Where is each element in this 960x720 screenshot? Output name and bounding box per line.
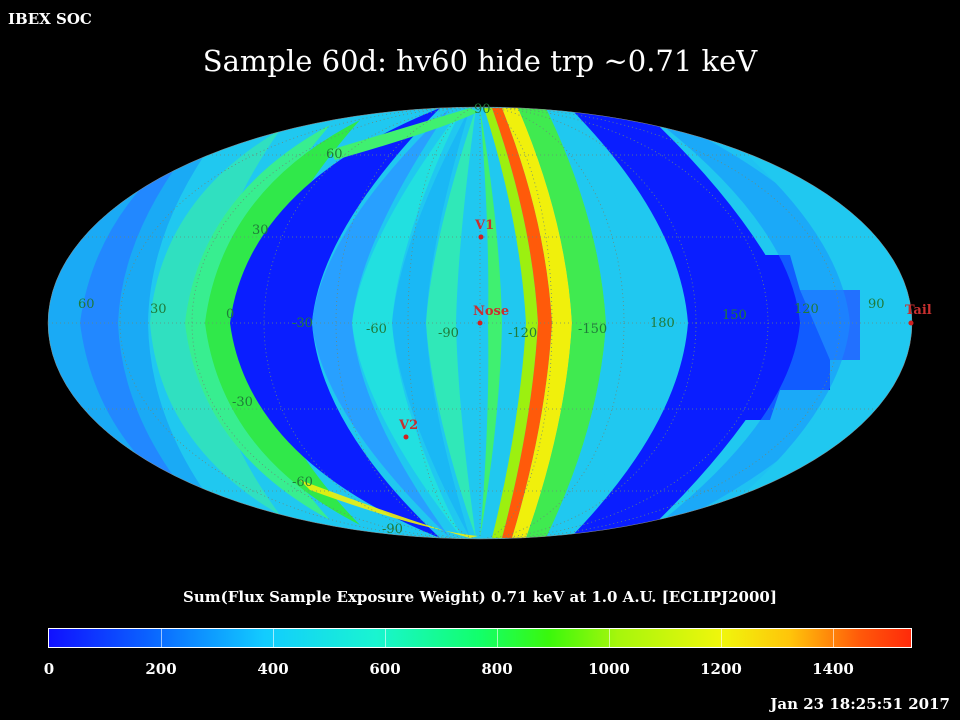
colorbar-tick bbox=[609, 629, 610, 647]
lon-label-neg30: -30 bbox=[292, 316, 313, 331]
lon-label-neg150: -150 bbox=[578, 322, 607, 337]
band-region bbox=[640, 108, 850, 538]
map-title: Sample 60d: hv60 hide trp ~0.71 keV bbox=[202, 44, 758, 78]
lon-label-90: 90 bbox=[868, 297, 885, 312]
band-region bbox=[690, 130, 900, 515]
colorbar-label-1200: 1200 bbox=[700, 660, 742, 678]
band-region bbox=[185, 125, 330, 520]
band-region bbox=[518, 108, 606, 538]
marker-tail-dot bbox=[908, 320, 914, 326]
band-region bbox=[492, 108, 552, 538]
colorbar-tick bbox=[385, 629, 386, 647]
lon-label-neg60: -60 bbox=[366, 322, 387, 337]
lon-label-30: 30 bbox=[150, 302, 167, 317]
lat-label-90: 90 bbox=[474, 102, 491, 117]
timestamp: Jan 23 18:25:51 2017 bbox=[770, 695, 950, 713]
band-region bbox=[352, 108, 462, 538]
band-region bbox=[502, 108, 572, 538]
band-region bbox=[150, 130, 280, 515]
lon-label-neg90: -90 bbox=[438, 326, 459, 341]
marker-nose-dot bbox=[477, 320, 483, 326]
colorbar-label-200: 200 bbox=[145, 660, 177, 678]
colorbar-label-600: 600 bbox=[369, 660, 401, 678]
marker-tail: Tail bbox=[905, 303, 932, 326]
colorbar-tick bbox=[833, 629, 834, 647]
colorbar-label-1000: 1000 bbox=[588, 660, 630, 678]
colorbar-tick bbox=[497, 629, 498, 647]
colorbar-title: Sum(Flux Sample Exposure Weight) 0.71 ke… bbox=[183, 588, 777, 606]
lon-label-60: 60 bbox=[78, 297, 95, 312]
colorbar-label-1400: 1400 bbox=[812, 660, 854, 678]
colorbar-tick bbox=[273, 629, 274, 647]
band-region bbox=[546, 108, 646, 538]
organization-label: IBEX SOC bbox=[8, 10, 92, 28]
band-region bbox=[205, 120, 360, 525]
colorbar bbox=[48, 628, 912, 648]
lat-label-neg90: -90 bbox=[382, 522, 403, 537]
marker-v1: V1 bbox=[474, 218, 494, 240]
colorbar-tick bbox=[161, 629, 162, 647]
band-region bbox=[230, 108, 440, 538]
band-region bbox=[426, 108, 476, 538]
colorbar-label-800: 800 bbox=[481, 660, 513, 678]
lon-label-150: 150 bbox=[722, 308, 747, 323]
lon-label-0: 0 bbox=[226, 307, 234, 322]
marker-v2: V2 bbox=[398, 418, 418, 440]
marker-tail-label: Tail bbox=[905, 303, 932, 318]
colorbar-label-400: 400 bbox=[257, 660, 289, 678]
lon-label-neg120: -120 bbox=[508, 326, 537, 341]
marker-v2-label: V2 bbox=[398, 418, 418, 433]
band-region bbox=[484, 108, 538, 538]
marker-nose-label: Nose bbox=[473, 304, 509, 319]
band-region bbox=[480, 108, 502, 538]
lat-label-neg30: -30 bbox=[232, 395, 253, 410]
lat-label-60: 60 bbox=[326, 147, 343, 162]
lat-label-neg60: -60 bbox=[292, 475, 313, 490]
marker-v1-dot bbox=[478, 234, 484, 240]
marker-nose: Nose bbox=[473, 304, 509, 326]
colorbar-tick bbox=[721, 629, 722, 647]
marker-v2-dot bbox=[403, 434, 409, 440]
lat-label-30: 30 bbox=[252, 223, 269, 238]
band-region bbox=[330, 108, 478, 160]
lon-label-120: 120 bbox=[794, 302, 819, 317]
colorbar-label-0: 0 bbox=[43, 660, 55, 678]
marker-v1-label: V1 bbox=[474, 218, 494, 233]
band-region bbox=[312, 108, 450, 538]
lon-label-180: 180 bbox=[650, 316, 675, 331]
band-region bbox=[80, 135, 200, 510]
